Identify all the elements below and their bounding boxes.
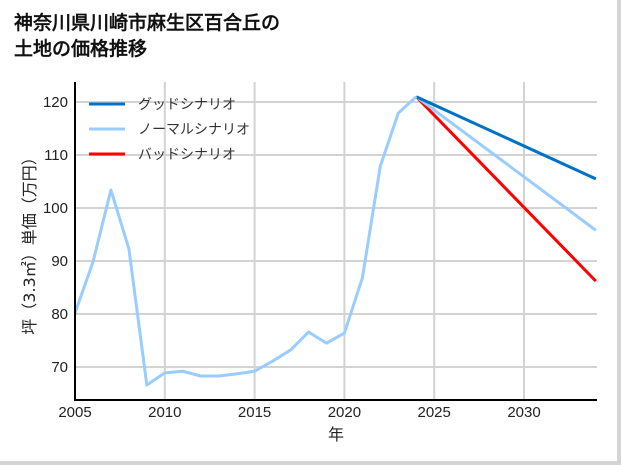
x-axis-label: 年 <box>328 425 344 444</box>
legend-label: ノーマルシナリオ <box>138 122 250 138</box>
normal-scenario-line <box>415 95 597 232</box>
x-tick-label: 2010 <box>148 404 181 421</box>
historical-price-line <box>73 95 418 387</box>
good-scenario-line <box>415 95 597 181</box>
legend-item: バッドシナリオ <box>89 147 236 163</box>
y-tick-label: 70 <box>51 359 68 376</box>
x-tick-label: 2020 <box>328 404 361 421</box>
x-tick-labels: 2005 2010 2015 2020 2025 2030 <box>58 404 540 421</box>
y-tick-labels: 70 80 90 100 110 120 <box>43 94 68 376</box>
grid-lines <box>75 82 597 400</box>
x-tick-label: 2030 <box>507 404 540 421</box>
legend-label: グッドシナリオ <box>138 97 236 113</box>
chart-title: 神奈川県川崎市麻生区百合丘の 土地の価格推移 <box>14 10 280 62</box>
y-tick-label: 100 <box>43 200 68 217</box>
y-tick-label: 90 <box>51 253 68 270</box>
legend-item: グッドシナリオ <box>89 97 236 113</box>
y-tick-label: 120 <box>43 94 68 111</box>
y-axis-label: 坪（3.3㎡）単価（万円） <box>20 149 39 334</box>
x-tick-label: 2005 <box>58 404 91 421</box>
data-lines <box>73 95 597 387</box>
bad-scenario-line <box>415 95 597 283</box>
y-tick-label: 110 <box>44 147 68 164</box>
legend-item: ノーマルシナリオ <box>89 122 250 138</box>
x-tick-label: 2015 <box>238 404 271 421</box>
chart-title-line2: 土地の価格推移 <box>14 38 148 60</box>
legend-label: バッドシナリオ <box>138 147 236 163</box>
chart-title-line1: 神奈川県川崎市麻生区百合丘の <box>14 12 281 34</box>
axes <box>74 82 597 401</box>
x-tick-label: 2025 <box>418 404 451 421</box>
y-tick-label: 80 <box>51 306 68 323</box>
